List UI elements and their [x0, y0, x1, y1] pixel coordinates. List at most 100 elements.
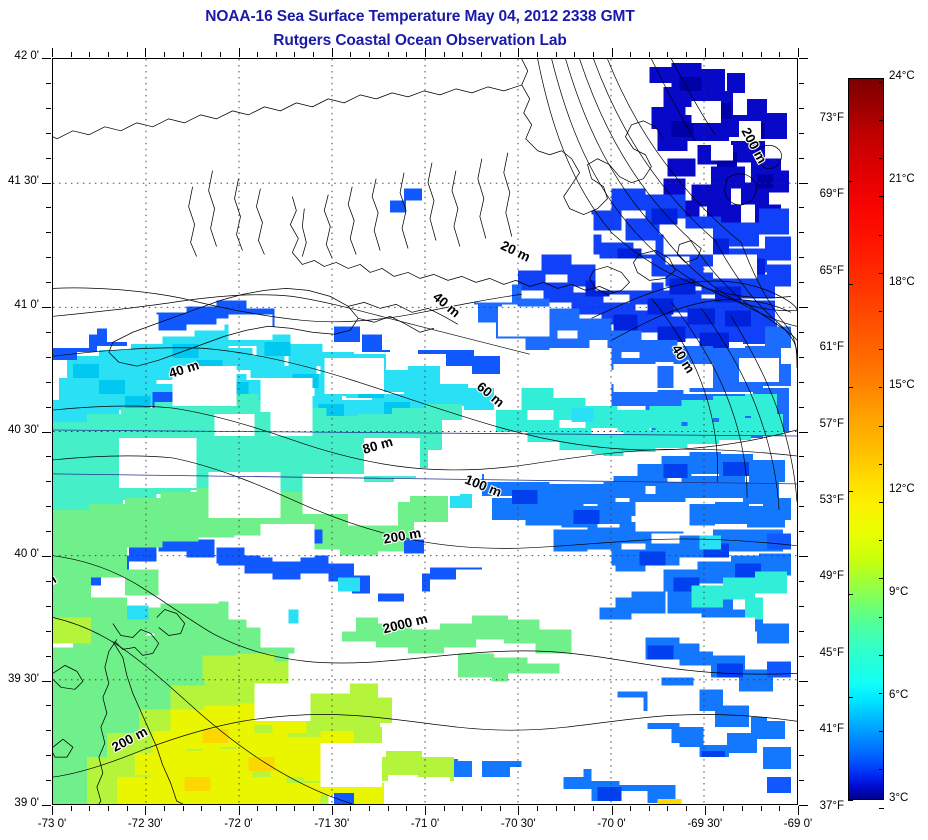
- axis-tick: [46, 605, 51, 607]
- axis-tick: [462, 806, 464, 811]
- axis-tick: [331, 48, 333, 57]
- axis-tick: [46, 506, 51, 508]
- axis-tick: [779, 806, 781, 811]
- map-canvas: 200 m 40 m 20 m 40 m 40 m 60 m 80 m 100 …: [53, 59, 797, 804]
- axis-tick: [182, 806, 184, 811]
- axis-tick: [798, 806, 799, 815]
- figure-title-block: NOAA-16 Sea Surface Temperature May 04, …: [0, 8, 840, 50]
- latitude-tick-label: 39 0': [14, 797, 39, 809]
- axis-tick: [182, 52, 184, 57]
- axis-tick: [406, 52, 408, 57]
- latitude-tick-label: 40 0': [14, 548, 39, 560]
- axis-tick: [443, 52, 445, 57]
- colorbar-tick: [848, 181, 853, 183]
- axis-tick: [592, 806, 594, 811]
- colorbar-celsius-label: 15°C: [889, 379, 915, 392]
- axis-tick: [46, 780, 51, 782]
- axis-tick: [518, 806, 520, 815]
- axis-tick: [611, 48, 613, 57]
- colorbar-minor-tick: [879, 311, 882, 313]
- colorbar-tick: [879, 807, 884, 809]
- axis-tick: [257, 806, 259, 811]
- axis-tick: [799, 556, 808, 557]
- map-plot-area[interactable]: 200 m 40 m 20 m 40 m 40 m 60 m 80 m 100 …: [52, 58, 798, 805]
- axis-tick: [294, 806, 296, 811]
- axis-tick: [313, 52, 315, 57]
- contour-label-m-edge: m: [53, 571, 59, 590]
- axis-tick: [46, 331, 51, 333]
- latitude-tick-label: 39 30': [8, 672, 39, 685]
- colorbar-fahrenheit-label: 41°F: [819, 723, 844, 736]
- colorbar-fahrenheit-label: 53°F: [819, 494, 844, 507]
- axis-tick: [742, 806, 744, 811]
- axis-tick: [799, 755, 804, 757]
- longitude-tick-label: -71 30': [314, 818, 350, 830]
- axis-tick: [46, 257, 51, 259]
- axis-tick: [46, 730, 51, 732]
- axis-tick: [799, 132, 804, 134]
- axis-tick: [350, 806, 352, 811]
- coastline-layer: [53, 59, 702, 804]
- colorbar-celsius-label: 3°C: [889, 792, 909, 804]
- colorbar-fahrenheit-label: 73°F: [819, 112, 844, 125]
- colorbar-fahrenheit-label: 37°F: [819, 799, 844, 812]
- axis-tick: [46, 630, 51, 632]
- axis-tick: [257, 52, 259, 57]
- longitude-tick-label: -69 0': [783, 818, 813, 830]
- bathymetry-contour-layer: [53, 59, 797, 804]
- axis-tick: [425, 48, 426, 57]
- axis-tick: [799, 282, 804, 284]
- axis-tick: [42, 58, 51, 59]
- colorbar-minor-tick: [879, 463, 882, 465]
- latitude-tick-label: 41 0': [14, 299, 39, 311]
- axis-tick: [126, 52, 128, 57]
- axis-tick: [799, 406, 804, 408]
- colorbar-minor-tick: [879, 120, 882, 122]
- axis-tick: [779, 52, 781, 57]
- axis-tick: [799, 431, 808, 433]
- axis-tick: [686, 52, 688, 57]
- axis-tick: [799, 630, 804, 632]
- axis-tick: [350, 52, 352, 57]
- colorbar-fahrenheit-label: 57°F: [819, 417, 844, 430]
- colorbar-fahrenheit-label: 69°F: [819, 188, 844, 201]
- axis-tick: [799, 780, 804, 782]
- axis-tick: [387, 806, 389, 811]
- colorbar-minor-tick: [879, 272, 882, 274]
- longitude-tick-label: -69 30': [687, 818, 723, 830]
- colorbar-tick: [848, 78, 853, 79]
- colorbar-celsius-label: 18°C: [889, 276, 915, 289]
- colorbar-tick: [848, 800, 853, 801]
- axis-tick: [89, 52, 91, 57]
- colorbar-minor-tick: [879, 387, 882, 389]
- axis-tick: [46, 232, 51, 234]
- temperature-colorbar[interactable]: [848, 78, 884, 800]
- axis-tick: [518, 48, 520, 57]
- axis-tick: [667, 52, 669, 57]
- axis-tick: [799, 381, 804, 383]
- axis-tick: [126, 806, 128, 811]
- axis-tick: [406, 806, 408, 811]
- axis-tick: [107, 806, 109, 811]
- longitude-tick-label: -70 30': [500, 818, 536, 830]
- latitude-tick-label: 40 30': [8, 423, 39, 436]
- axis-tick: [742, 52, 744, 57]
- longitude-tick-label: -70 0': [597, 818, 626, 830]
- colorbar-celsius-label: 12°C: [889, 482, 915, 495]
- colorbar-fahrenheit-label: 65°F: [819, 264, 844, 277]
- axis-tick: [89, 806, 91, 811]
- longitude-tick-label: -71 0': [410, 818, 440, 830]
- axis-tick: [275, 806, 277, 811]
- colorbar-minor-tick: [879, 769, 882, 771]
- axis-tick: [648, 52, 650, 57]
- axis-tick: [799, 107, 804, 109]
- axis-tick: [46, 406, 51, 408]
- axis-tick: [480, 52, 482, 57]
- colorbar-fahrenheit-label: 45°F: [819, 646, 844, 659]
- sst-data-layer: [53, 62, 792, 804]
- axis-tick: [52, 48, 53, 57]
- axis-tick: [760, 52, 762, 57]
- axis-tick: [704, 806, 706, 815]
- axis-tick: [723, 806, 725, 811]
